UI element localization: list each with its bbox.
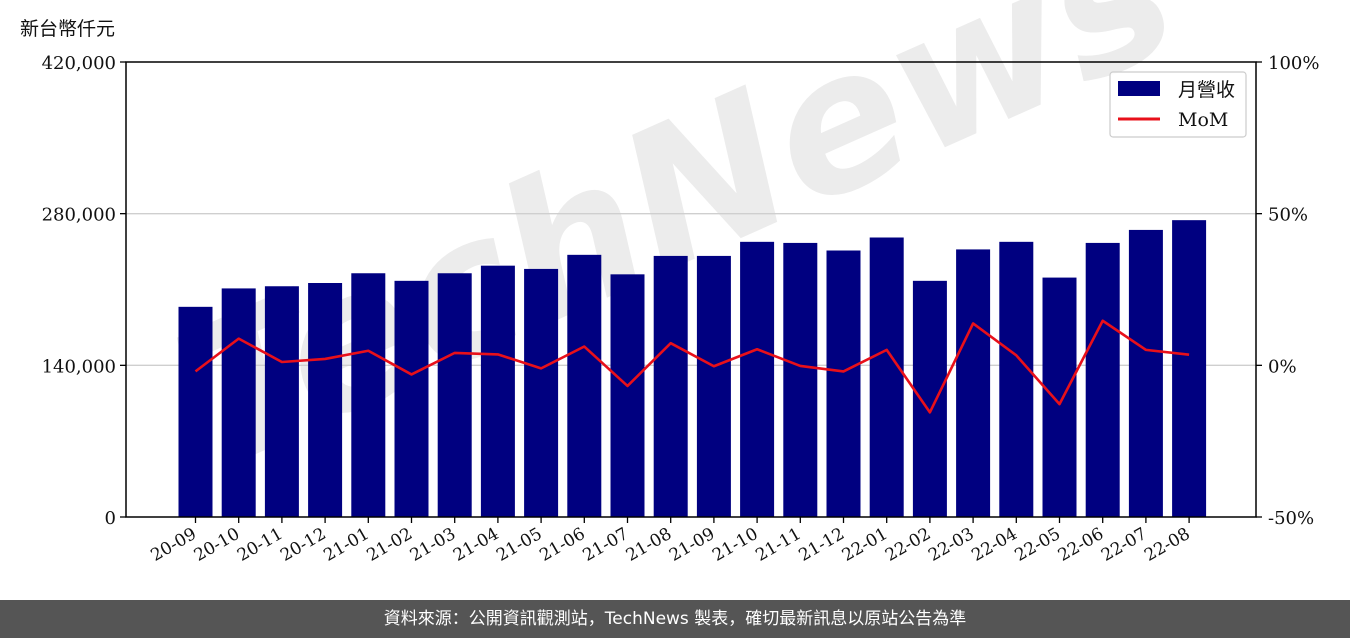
footer-source-note: 資料來源：公開資訊觀測站，TechNews 製表，確切最新訊息以原站公告為準 — [0, 600, 1350, 638]
left-tick-label: 0 — [105, 508, 116, 529]
x-tick-label: 21-08 — [623, 524, 675, 566]
mom-line — [194, 319, 1190, 414]
bar — [1128, 229, 1163, 517]
x-tick-label: 21-07 — [580, 524, 632, 566]
bar — [264, 286, 299, 517]
x-tick-label: 22-01 — [839, 524, 891, 566]
x-tick-label: 21-06 — [536, 524, 588, 566]
legend-label-line: MoM — [1178, 109, 1228, 131]
line-series — [194, 319, 1190, 414]
x-tick-label: 21-03 — [407, 524, 459, 566]
left-tick-label: 140,000 — [42, 356, 116, 377]
y-axis-unit-label: 新台幣仟元 — [20, 18, 116, 40]
x-tick-label: 21-12 — [796, 524, 848, 566]
bar — [221, 288, 256, 517]
x-tick-label: 21-09 — [666, 524, 718, 566]
x-tick-label: 22-08 — [1141, 524, 1193, 566]
x-tick-label: 21-10 — [709, 524, 761, 566]
bar — [524, 268, 559, 517]
x-tick-label: 21-11 — [752, 524, 804, 566]
bar — [567, 254, 602, 518]
x-tick-label: 22-06 — [1055, 524, 1107, 566]
bar — [869, 237, 904, 517]
bar — [1042, 277, 1077, 517]
bar — [480, 265, 515, 517]
bar — [956, 249, 991, 517]
x-tick-label: 21-05 — [493, 524, 545, 566]
x-tick-label: 20-10 — [191, 524, 243, 566]
x-tick-label: 20-09 — [148, 524, 200, 566]
x-tick-label: 21-01 — [320, 524, 372, 566]
left-tick-label: 420,000 — [42, 53, 116, 74]
bar — [1085, 242, 1120, 517]
bar — [178, 306, 213, 517]
x-tick-label: 20-12 — [277, 524, 329, 566]
chart: TechNews 0140,000280,000420,000-50%0%50%… — [42, 0, 1320, 566]
legend: 月營收 MoM — [1109, 71, 1247, 138]
bar — [999, 241, 1034, 518]
right-tick-label: 100% — [1268, 53, 1319, 74]
bar — [437, 273, 472, 517]
x-tick-label: 22-05 — [1012, 524, 1064, 566]
bar-series — [178, 220, 1207, 518]
left-tick-label: 280,000 — [42, 205, 116, 226]
right-tick-label: -50% — [1268, 508, 1314, 529]
bar — [826, 250, 861, 517]
bar — [696, 255, 731, 517]
bar — [783, 242, 818, 517]
right-tick-label: 50% — [1268, 205, 1308, 226]
x-tick-label: 20-11 — [234, 524, 286, 566]
x-tick-label: 21-02 — [364, 524, 416, 566]
plot-frame — [125, 61, 1257, 518]
bar — [394, 280, 429, 517]
x-tick-label: 22-02 — [882, 524, 934, 566]
x-tick-label: 21-04 — [450, 524, 502, 566]
bar — [740, 241, 775, 518]
x-tick-label: 22-03 — [925, 524, 977, 566]
legend-swatch-bar — [1118, 81, 1160, 96]
bar — [351, 273, 386, 517]
bar — [912, 280, 947, 517]
bar — [610, 274, 645, 517]
legend-label-bar: 月營收 — [1178, 79, 1235, 101]
x-tick-label: 22-07 — [1098, 524, 1150, 566]
bar — [308, 283, 343, 517]
bar — [1172, 220, 1207, 517]
x-tick-label: 22-04 — [968, 524, 1020, 566]
right-tick-label: 0% — [1268, 356, 1297, 377]
bar — [653, 255, 688, 517]
